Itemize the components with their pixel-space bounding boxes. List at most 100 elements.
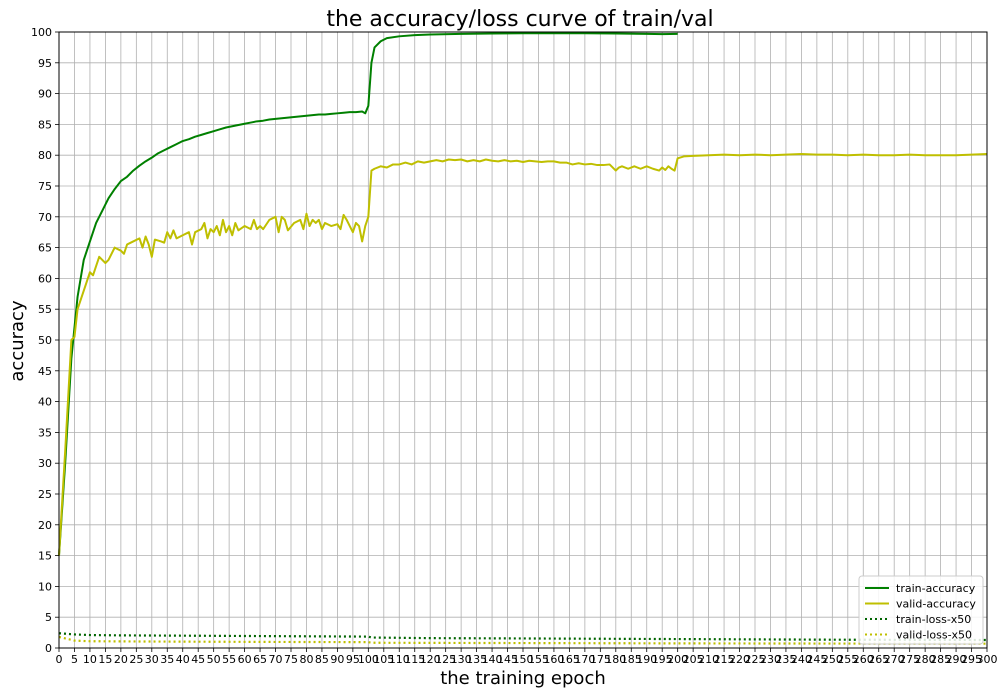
x-tick-label: 235 bbox=[775, 653, 796, 666]
chart-title: the accuracy/loss curve of train/val bbox=[326, 7, 713, 32]
x-tick-label: 25 bbox=[129, 653, 143, 666]
x-tick-label: 165 bbox=[559, 653, 580, 666]
y-tick-label: 30 bbox=[38, 457, 52, 470]
x-axis-label: the training epoch bbox=[440, 668, 606, 689]
y-tick-label: 55 bbox=[38, 303, 52, 316]
legend-box bbox=[858, 575, 984, 645]
y-tick-label: 35 bbox=[38, 426, 52, 439]
y-tick-label: 45 bbox=[38, 365, 52, 378]
y-axis-label: accuracy bbox=[7, 300, 28, 382]
y-tick-label: 100 bbox=[31, 26, 52, 39]
x-tick-label: 75 bbox=[284, 653, 298, 666]
x-tick-label: 105 bbox=[373, 653, 394, 666]
x-tick-label: 50 bbox=[207, 653, 221, 666]
legend-label-valid-accuracy: valid-accuracy bbox=[896, 598, 976, 611]
y-tick-label: 80 bbox=[38, 149, 52, 162]
legend-label-train-accuracy: train-accuracy bbox=[896, 582, 976, 595]
x-tick-label: 295 bbox=[961, 653, 982, 666]
y-tick-label: 85 bbox=[38, 118, 52, 131]
x-tick-label: 15 bbox=[98, 653, 112, 666]
x-tick-label: 200 bbox=[667, 653, 688, 666]
x-tick-label: 290 bbox=[946, 653, 967, 666]
x-tick-label: 160 bbox=[543, 653, 564, 666]
x-tick-label: 230 bbox=[760, 653, 781, 666]
x-tick-label: 85 bbox=[315, 653, 329, 666]
y-tick-label: 95 bbox=[38, 57, 52, 70]
x-tick-label: 205 bbox=[683, 653, 704, 666]
x-tick-label: 220 bbox=[729, 653, 750, 666]
x-tick-label: 130 bbox=[451, 653, 472, 666]
y-tick-label: 5 bbox=[45, 611, 52, 624]
x-tick-label: 210 bbox=[698, 653, 719, 666]
x-tick-label: 0 bbox=[56, 653, 63, 666]
y-tick-label: 0 bbox=[45, 642, 52, 655]
legend-label-train-loss-x50: train-loss-x50 bbox=[896, 613, 971, 626]
series-line-train-loss-x50 bbox=[58, 632, 988, 642]
x-tick-label: 135 bbox=[466, 653, 487, 666]
x-tick-label: 125 bbox=[435, 653, 456, 666]
y-tick-label: 65 bbox=[38, 242, 52, 255]
x-tick-label: 120 bbox=[420, 653, 441, 666]
y-tick-label: 40 bbox=[38, 396, 52, 409]
x-tick-label: 150 bbox=[513, 653, 534, 666]
ticks: 0 5 10 15 20 25 30 35 40 45 50 55 60 65 70 75 80 85 90 9510… bbox=[31, 26, 998, 666]
x-tick-label: 280 bbox=[915, 653, 936, 666]
x-tick-label: 240 bbox=[791, 653, 812, 666]
x-tick-label: 90 bbox=[330, 653, 344, 666]
series-group bbox=[58, 32, 988, 645]
x-tick-label: 140 bbox=[482, 653, 503, 666]
x-tick-label: 245 bbox=[806, 653, 827, 666]
x-tick-label: 285 bbox=[930, 653, 951, 666]
legend: train-accuracy valid-accuracy train-loss-x… bbox=[858, 575, 984, 645]
x-tick-label: 5 bbox=[71, 653, 78, 666]
legend-label-valid-loss-x50: valid-loss-x50 bbox=[896, 629, 972, 642]
y-tick-label: 60 bbox=[38, 272, 52, 285]
x-tick-label: 30 bbox=[145, 653, 159, 666]
x-tick-label: 80 bbox=[299, 653, 313, 666]
y-tick-label: 15 bbox=[38, 550, 52, 563]
x-tick-label: 170 bbox=[574, 653, 595, 666]
x-tick-label: 260 bbox=[853, 653, 874, 666]
x-tick-label: 95 bbox=[346, 653, 360, 666]
x-tick-label: 155 bbox=[528, 653, 549, 666]
x-tick-label: 250 bbox=[822, 653, 843, 666]
y-tick-label: 50 bbox=[38, 334, 52, 347]
x-tick-label: 185 bbox=[621, 653, 642, 666]
y-tick-label: 10 bbox=[38, 580, 52, 593]
y-tick-label: 90 bbox=[38, 88, 52, 101]
x-tick-label: 270 bbox=[884, 653, 905, 666]
x-tick-label: 115 bbox=[404, 653, 425, 666]
x-tick-label: 225 bbox=[745, 653, 766, 666]
x-tick-label: 190 bbox=[636, 653, 657, 666]
x-tick-label: 265 bbox=[868, 653, 889, 666]
x-tick-label: 10 bbox=[83, 653, 97, 666]
x-tick-label: 45 bbox=[191, 653, 205, 666]
x-tick-label: 215 bbox=[714, 653, 735, 666]
grid bbox=[58, 31, 988, 649]
series-line-valid-loss-x50 bbox=[58, 635, 988, 645]
x-tick-label: 180 bbox=[605, 653, 626, 666]
x-tick-label: 65 bbox=[253, 653, 267, 666]
y-tick-label: 20 bbox=[38, 519, 52, 532]
series-line-train-accuracy bbox=[58, 32, 678, 556]
x-tick-label: 20 bbox=[114, 653, 128, 666]
x-tick-label: 255 bbox=[837, 653, 858, 666]
y-tick-label: 70 bbox=[38, 211, 52, 224]
x-tick-label: 175 bbox=[590, 653, 611, 666]
x-tick-label: 195 bbox=[652, 653, 673, 666]
x-tick-label: 145 bbox=[497, 653, 518, 666]
x-tick-label: 35 bbox=[160, 653, 174, 666]
x-tick-label: 40 bbox=[176, 653, 190, 666]
y-tick-label: 75 bbox=[38, 180, 52, 193]
series-line-valid-accuracy bbox=[58, 152, 988, 556]
x-tick-label: 70 bbox=[269, 653, 283, 666]
x-tick-label: 110 bbox=[389, 653, 410, 666]
x-tick-label: 300 bbox=[977, 653, 998, 666]
x-tick-label: 275 bbox=[899, 653, 920, 666]
y-tick-label: 25 bbox=[38, 488, 52, 501]
x-tick-label: 55 bbox=[222, 653, 236, 666]
x-tick-label: 100 bbox=[358, 653, 379, 666]
